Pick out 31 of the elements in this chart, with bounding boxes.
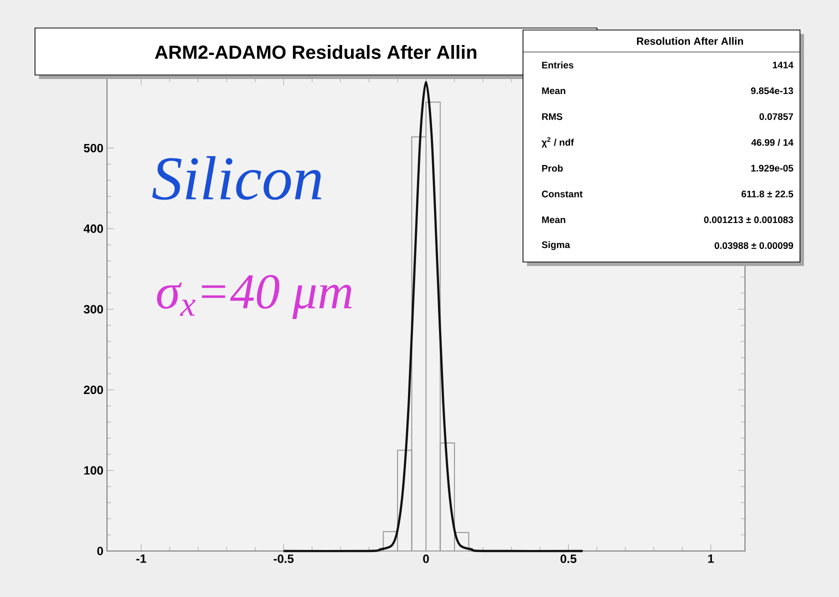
- y-tick-label: 500: [84, 144, 103, 152]
- text: Entries: [542, 62, 574, 68]
- annotation: Prob: [542, 164, 563, 172]
- chart-title: ARM2-ADAMO Residuals After Allin: [154, 45, 476, 59]
- annotation: Silicon: [152, 156, 322, 200]
- annotation: RMS: [542, 113, 562, 120]
- x-tick-label: 0.5: [560, 554, 576, 564]
- y-tick-label: 0: [97, 546, 103, 556]
- text: 46.99 / 14: [751, 138, 794, 146]
- annotation: 0.001213 ± 0.001083: [704, 216, 794, 224]
- text: 0.07857: [760, 113, 794, 120]
- annotation: 611.8 ± 22.5: [742, 190, 794, 198]
- x-tick-label: -0.5: [274, 554, 294, 564]
- y-tick-label: 300: [84, 305, 103, 314]
- y-tick-label: 200: [84, 386, 103, 394]
- annotation: χ$^{2}$ / ndf: [542, 137, 574, 148]
- y-tick-label: 400: [84, 224, 103, 233]
- annotation: Mean: [542, 87, 566, 94]
- text: Resolution After Allin: [637, 37, 743, 45]
- annotation: Constant: [542, 190, 583, 198]
- x-tick-label: 0: [423, 554, 429, 564]
- text: 1.929e-05: [751, 164, 794, 172]
- annotation: Sigma: [542, 241, 570, 250]
- text: 1414: [772, 62, 794, 68]
- annotation: 0.03988 ± 0.00099: [714, 242, 794, 249]
- annotation: Mean: [542, 216, 566, 224]
- x-tick-label: -1: [136, 554, 146, 563]
- text: 9.854e-13: [751, 87, 794, 94]
- x-tick-label: 1: [708, 554, 714, 563]
- annotation: σ$_{x}$=40 μm: [157, 275, 352, 319]
- y-tick-label: 100: [84, 466, 103, 475]
